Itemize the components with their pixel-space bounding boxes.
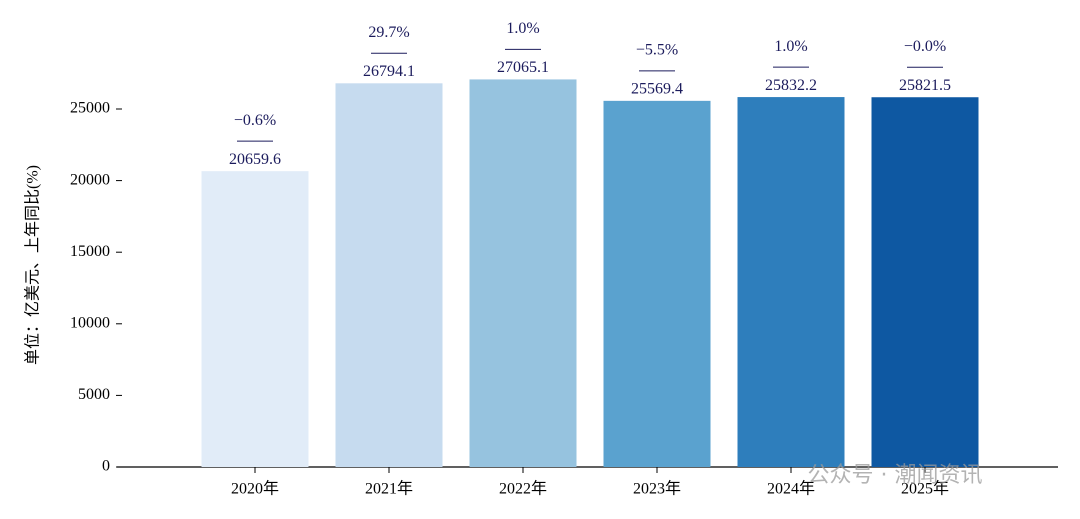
y-tick-label: 10000	[70, 314, 110, 331]
y-tick-label: 20000	[70, 171, 110, 188]
y-tick-label: 25000	[70, 100, 110, 117]
bar	[201, 171, 309, 467]
bar	[335, 83, 443, 468]
x-tick-label: 2025年	[901, 480, 949, 498]
x-tick-label: 2021年	[365, 480, 413, 498]
bar	[603, 100, 711, 467]
bar	[871, 97, 979, 468]
bar	[737, 97, 845, 468]
y-axis-label: 单位：亿美元、上年同比(%)	[24, 165, 42, 365]
value-label: 26794.1	[363, 63, 415, 80]
value-label: 25821.5	[899, 77, 951, 94]
watermark: 公众号 · 潮闻资讯	[808, 463, 983, 488]
value-label: 27065.1	[497, 59, 549, 76]
growth-label: −0.6%	[234, 112, 276, 129]
growth-label: 1.0%	[506, 20, 539, 37]
growth-label: −0.0%	[904, 38, 946, 55]
x-tick-label: 2022年	[499, 480, 547, 498]
growth-label: −5.5%	[636, 42, 678, 59]
growth-label: 1.0%	[774, 38, 807, 55]
value-label: 25569.4	[631, 81, 683, 98]
bar	[469, 79, 577, 467]
y-tick-label: 15000	[70, 243, 110, 260]
value-label: 25832.2	[765, 77, 817, 94]
x-tick-label: 2023年	[633, 480, 681, 498]
x-tick-label: 2020年	[231, 480, 279, 498]
y-tick-label: 5000	[78, 386, 110, 403]
x-tick-label: 2024年	[767, 480, 815, 498]
value-label: 20659.6	[229, 151, 281, 168]
y-tick-label: 0	[102, 458, 110, 475]
growth-label: 29.7%	[368, 24, 409, 41]
